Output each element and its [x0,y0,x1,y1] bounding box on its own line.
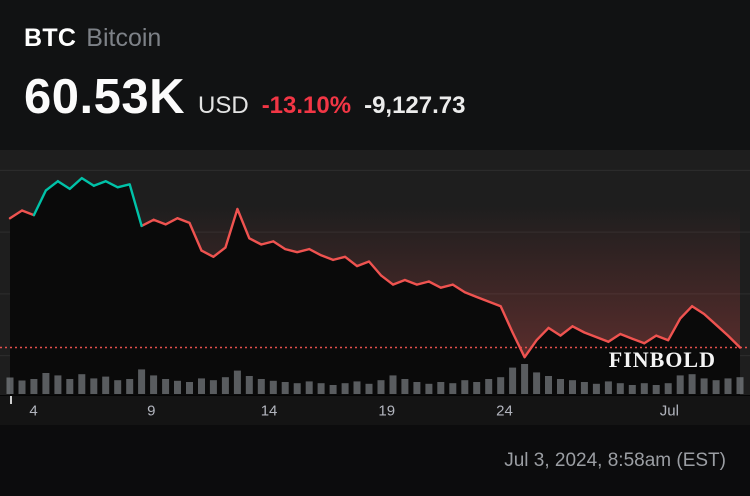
x-axis-tick-label: Jul [659,402,679,419]
price-chart[interactable]: FINBOLD [0,150,750,395]
x-axis-tick-label: 14 [260,402,278,419]
x-axis: 4 9 14 19 24 Jul [0,395,750,425]
footer: Jul 3, 2024, 8:58am (EST) [0,425,750,496]
price-row: 60.53K USD -13.10% -9,127.73 [24,69,750,125]
x-axis-tick-label: 19 [378,402,396,419]
timestamp: Jul 3, 2024, 8:58am (EST) [504,449,726,471]
axis-origin-tick [10,396,12,404]
price-change-percent: -13.10% [261,92,352,119]
price-value: 60.53K [24,70,186,124]
price-currency: USD [198,92,249,119]
price-chart-svg[interactable] [0,150,750,395]
x-axis-tick-label: 4 [29,402,38,419]
price-change-absolute: -9,127.73 [364,92,466,119]
symbol-row: BTC Bitcoin [24,24,750,53]
ticker-symbol: BTC [24,24,77,52]
x-axis-tick-label: 9 [147,402,156,419]
header: BTC Bitcoin 60.53K USD -13.10% -9,127.73 [0,0,750,150]
asset-name: Bitcoin [86,24,162,52]
x-axis-tick-label: 24 [496,402,513,419]
